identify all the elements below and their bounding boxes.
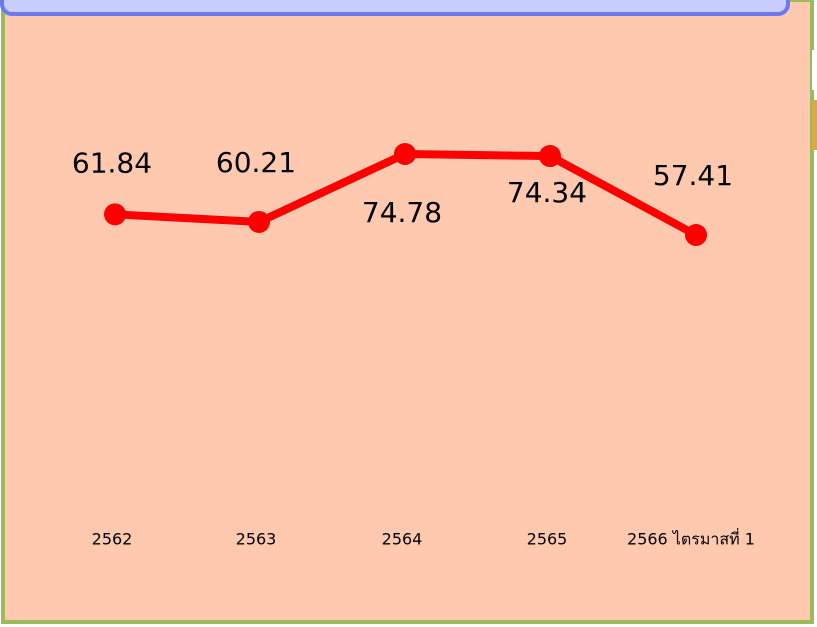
data-label: 60.21 <box>216 146 296 179</box>
x-tick-label: 2562 <box>92 530 133 549</box>
data-point <box>394 143 416 165</box>
edge-strip <box>812 50 817 90</box>
data-point <box>248 210 270 233</box>
x-tick-label: 2565 <box>527 530 568 549</box>
edge-shape <box>812 100 817 150</box>
data-point <box>539 145 561 168</box>
x-tick-label: 2566 ไตรมาสที่ 1 <box>627 528 755 549</box>
header-box <box>0 0 790 16</box>
data-label: 61.84 <box>72 146 152 179</box>
x-tick-label: 2564 <box>382 530 423 549</box>
data-point <box>104 203 126 226</box>
data-label: 57.41 <box>653 159 733 192</box>
data-label: 74.78 <box>362 196 442 229</box>
data-label: 74.34 <box>507 176 587 209</box>
x-tick-label: 2563 <box>236 530 277 549</box>
data-point <box>685 224 707 246</box>
